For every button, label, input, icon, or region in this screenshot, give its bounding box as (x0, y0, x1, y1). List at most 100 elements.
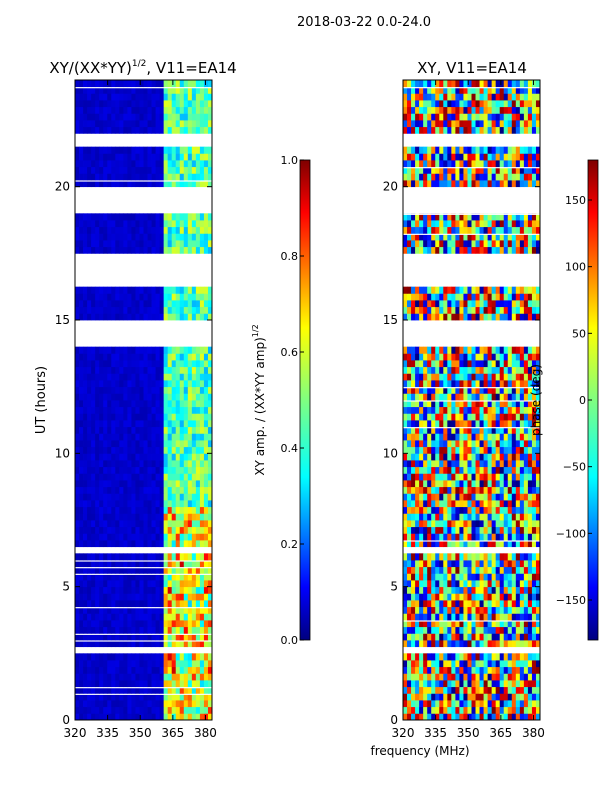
heatmap-cell (195, 313, 201, 321)
heatmap-cell (199, 180, 205, 188)
heatmap-cell (531, 526, 537, 534)
heatmap-cell (499, 633, 505, 641)
heatmap-cell (439, 440, 444, 448)
heatmap-cell (95, 466, 100, 474)
heatmap-cell (171, 293, 177, 301)
heatmap-cell (419, 386, 424, 394)
heatmap-cell (191, 166, 197, 174)
heatmap-cell (99, 486, 104, 494)
heatmap-cell (419, 626, 424, 634)
heatmap-cell (203, 393, 209, 401)
heatmap-cell (171, 313, 177, 321)
heatmap-cell (123, 626, 128, 634)
heatmap-cell (155, 180, 161, 188)
heatmap-cell (171, 640, 177, 648)
heatmap-cell (463, 580, 468, 588)
heatmap-cell (459, 420, 464, 428)
heatmap-cell (471, 666, 476, 674)
heatmap-cell (83, 433, 88, 441)
heatmap-cell (407, 213, 412, 221)
heatmap-cell (83, 426, 88, 434)
heatmap-cell (79, 373, 84, 381)
heatmap-cell (467, 673, 472, 681)
heatmap-cell (139, 480, 144, 488)
heatmap-cell (455, 533, 460, 541)
heatmap-cell (91, 360, 96, 368)
heatmap-cell (203, 593, 209, 601)
heatmap-cell (91, 100, 96, 108)
heatmap-cell (451, 620, 456, 628)
heatmap-cell (75, 406, 80, 414)
heatmap-cell (191, 460, 197, 468)
heatmap-cell (139, 566, 144, 574)
heatmap-row-gap (403, 540, 540, 542)
heatmap-cell (511, 520, 517, 528)
heatmap-cell (475, 520, 480, 528)
heatmap-cell (431, 633, 436, 641)
heatmap-cell (187, 526, 193, 534)
heatmap-cell (451, 346, 456, 354)
heatmap-cell (511, 533, 517, 541)
heatmap-cell (115, 300, 120, 308)
heatmap-cell (475, 626, 480, 634)
heatmap-cell (87, 620, 92, 628)
heatmap-cell (131, 466, 136, 474)
heatmap-cell (159, 633, 165, 641)
heatmap-cell (203, 633, 209, 641)
heatmap-cell (519, 413, 525, 421)
heatmap-cell (159, 180, 165, 188)
heatmap-cell (459, 586, 464, 594)
heatmap-cell (523, 500, 529, 508)
heatmap-cell (91, 173, 96, 181)
heatmap-cell (519, 666, 525, 674)
heatmap-cell (455, 553, 460, 561)
heatmap-cell (119, 226, 124, 234)
heatmap-cell (519, 633, 525, 641)
heatmap-cell (507, 353, 513, 361)
heatmap-cell (99, 113, 104, 121)
heatmap-cell (91, 246, 96, 254)
heatmap-cell (467, 293, 472, 301)
heatmap-cell (155, 593, 161, 601)
heatmap-cell (107, 460, 112, 468)
heatmap-cell (495, 360, 501, 368)
heatmap-cell (451, 666, 456, 674)
heatmap-cell (447, 433, 452, 441)
heatmap-cell (179, 433, 185, 441)
heatmap-cell (167, 700, 173, 708)
heatmap-cell (467, 693, 472, 701)
heatmap-cell (167, 486, 173, 494)
heatmap-cell (407, 626, 412, 634)
heatmap-cell (159, 513, 165, 521)
heatmap-cell (207, 626, 213, 634)
heatmap-cell (91, 533, 96, 541)
heatmap-cell (483, 313, 489, 321)
heatmap-cell (143, 573, 148, 581)
heatmap-cell (471, 400, 476, 408)
heatmap-cell (127, 380, 132, 388)
heatmap-cell (503, 246, 509, 254)
heatmap-cell (527, 706, 533, 714)
heatmap-cell (155, 300, 161, 308)
heatmap-cell (103, 380, 108, 388)
heatmap-cell (447, 526, 452, 534)
heatmap-cell (127, 393, 132, 401)
heatmap-cell (123, 106, 128, 114)
heatmap-cell (423, 680, 428, 688)
heatmap-cell (455, 400, 460, 408)
heatmap-cell (107, 560, 112, 568)
heatmap-cell (139, 653, 144, 661)
heatmap-cell (535, 380, 541, 388)
heatmap-cell (179, 233, 185, 241)
heatmap-cell (143, 380, 148, 388)
heatmap-cell (147, 533, 152, 541)
heatmap-cell (523, 480, 529, 488)
heatmap-cell (151, 693, 156, 701)
heatmap-cell (103, 586, 108, 594)
heatmap-cell (467, 473, 472, 481)
heatmap-cell (131, 493, 136, 501)
heatmap-cell (475, 686, 480, 694)
heatmap-cell (407, 293, 412, 301)
heatmap-cell (155, 620, 161, 628)
heatmap-cell (475, 313, 480, 321)
